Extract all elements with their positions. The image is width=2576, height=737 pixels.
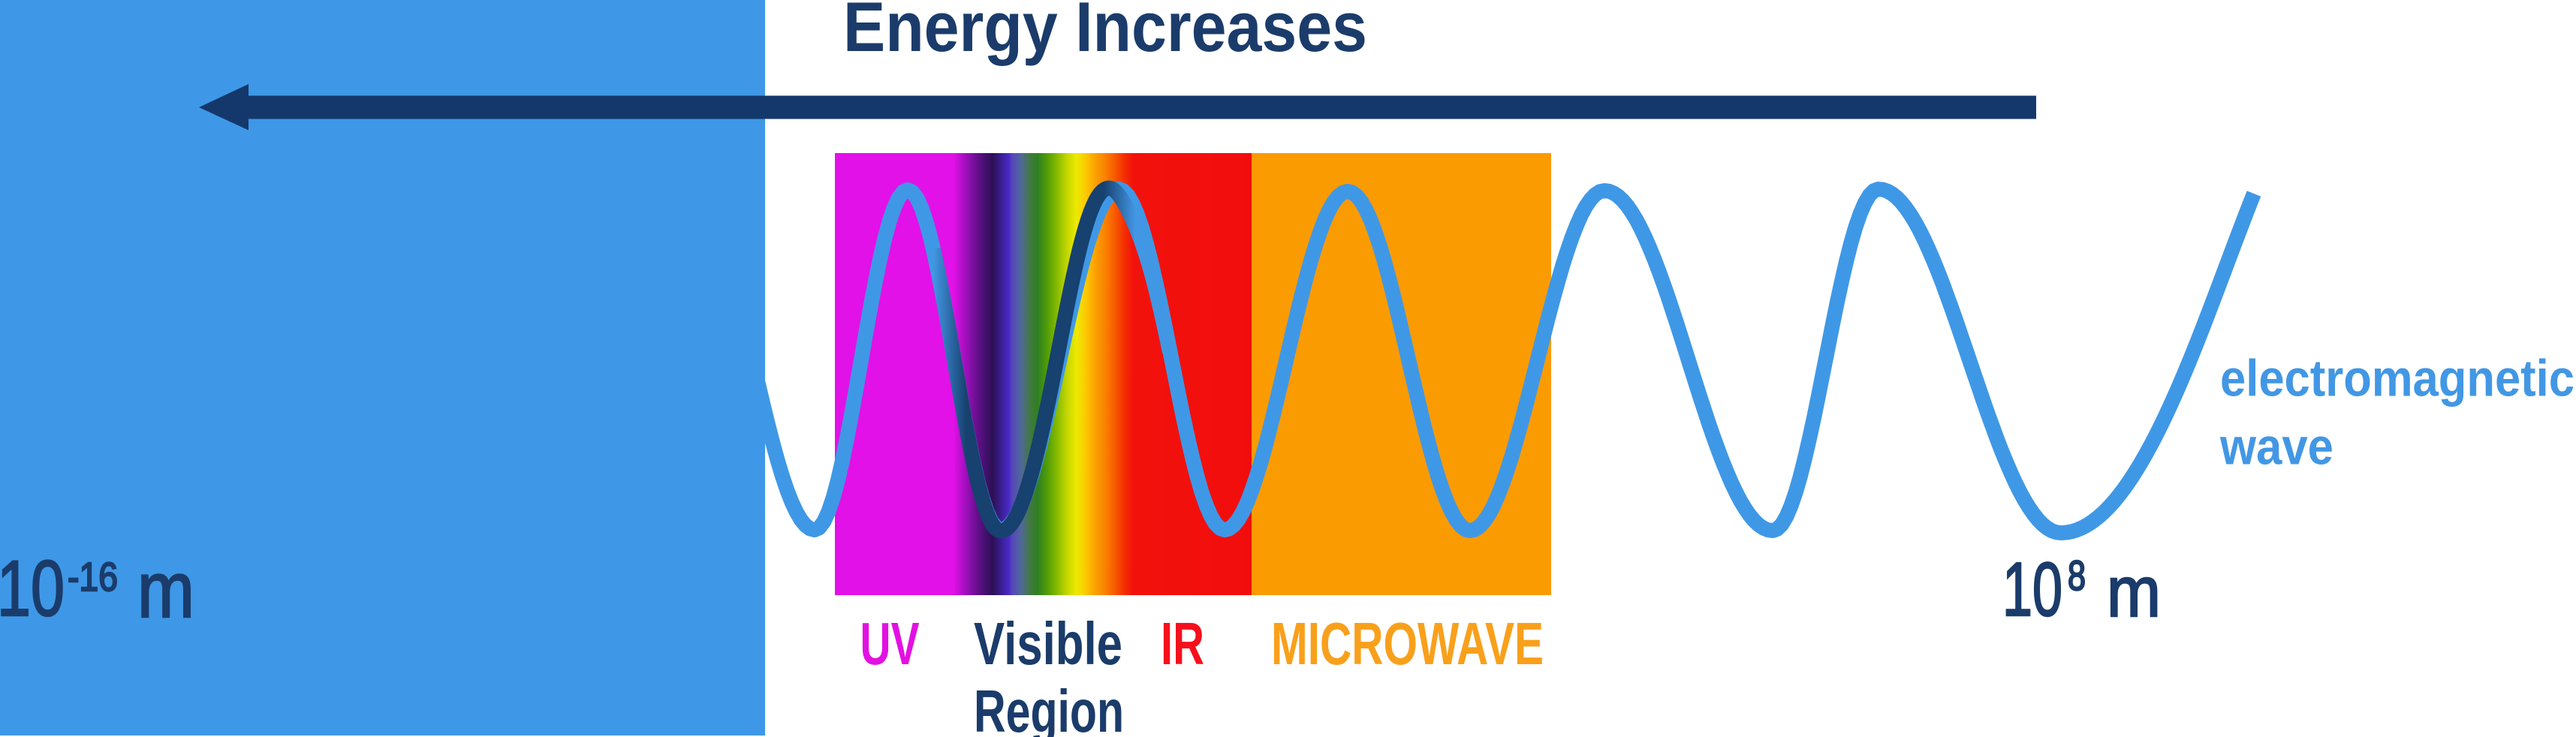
svg-text:electromagnetic: electromagnetic: [2220, 350, 2574, 408]
svg-text:Energy Increases: Energy Increases: [843, 0, 1367, 66]
svg-text:8: 8: [2068, 552, 2086, 599]
svg-text:Region: Region: [974, 678, 1124, 737]
svg-text:-16: -16: [68, 555, 118, 600]
svg-text:m: m: [2107, 552, 2161, 632]
svg-text:10: 10: [2002, 548, 2062, 632]
svg-text:IR: IR: [1161, 610, 1204, 677]
svg-text:Visible: Visible: [974, 610, 1122, 677]
svg-text:10: 10: [0, 545, 65, 633]
svg-text:MICROWAVE: MICROWAVE: [1271, 610, 1544, 677]
svg-text:UV: UV: [860, 610, 920, 677]
svg-text:wave: wave: [2219, 418, 2333, 476]
svg-text:m: m: [137, 546, 194, 634]
